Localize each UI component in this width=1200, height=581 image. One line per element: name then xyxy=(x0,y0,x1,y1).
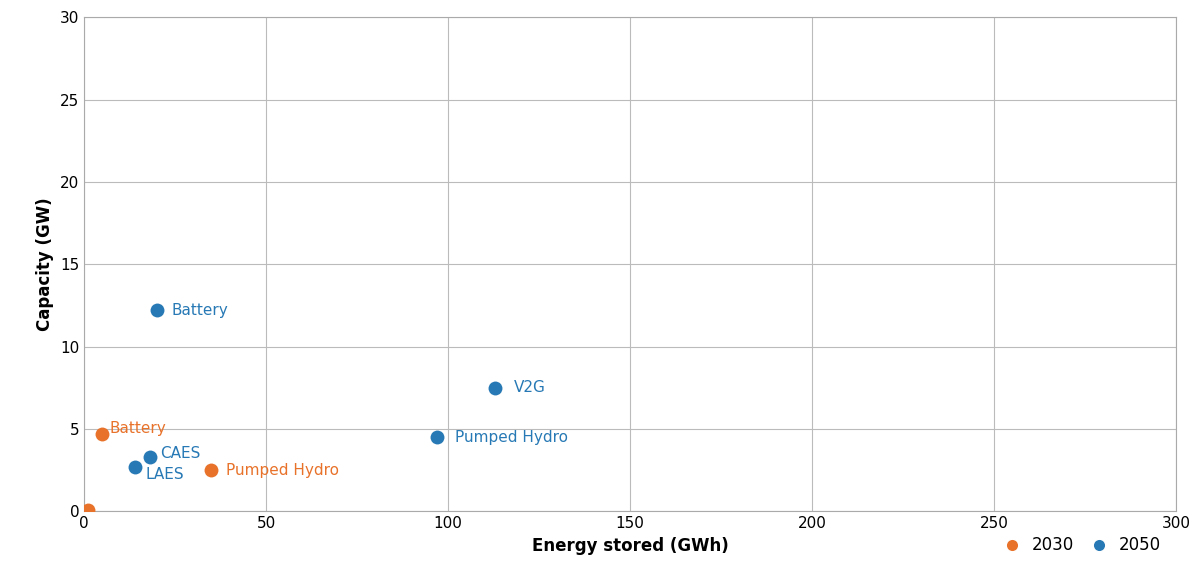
Point xyxy=(78,505,97,514)
X-axis label: Energy stored (GWh): Energy stored (GWh) xyxy=(532,537,728,555)
Text: Pumped Hydro: Pumped Hydro xyxy=(455,430,569,444)
Point xyxy=(140,452,160,461)
Text: CAES: CAES xyxy=(161,446,200,461)
Text: Pumped Hydro: Pumped Hydro xyxy=(226,462,338,478)
Point xyxy=(148,306,167,315)
Text: LAES: LAES xyxy=(146,467,185,482)
Legend: 2030, 2050: 2030, 2050 xyxy=(989,530,1168,561)
Text: Battery: Battery xyxy=(109,421,167,436)
Point xyxy=(202,465,221,475)
Point xyxy=(125,462,144,472)
Y-axis label: Capacity (GW): Capacity (GW) xyxy=(36,198,54,331)
Text: Battery: Battery xyxy=(172,303,228,318)
Text: V2G: V2G xyxy=(514,381,545,395)
Point xyxy=(427,432,446,442)
Point xyxy=(92,429,112,439)
Point xyxy=(486,383,505,393)
